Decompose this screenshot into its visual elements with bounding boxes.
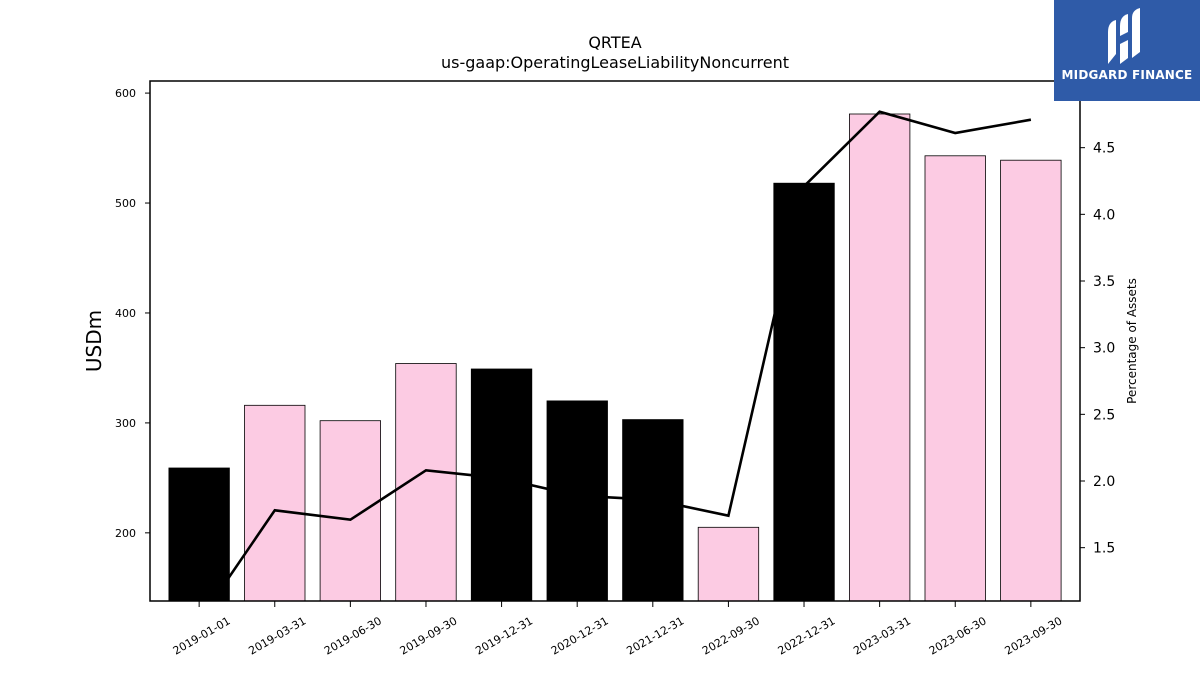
y-tick-label-300: 300 (115, 417, 136, 430)
bar-2022-09-30 (697, 526, 760, 602)
bar-2019-03-31 (244, 404, 306, 602)
x-tick-label-2022-09-30: 2022-09-30 (700, 614, 762, 657)
x-tick-label-2019-03-31: 2019-03-31 (246, 614, 308, 657)
midgard-logo-mark-icon (1108, 8, 1140, 64)
x-tick-label-2019-01-01: 2019-01-01 (171, 614, 233, 657)
bar-2021-12-31 (622, 419, 684, 602)
bar-2019-06-30 (319, 420, 382, 602)
y2-tick-label-4.5: 4.5 (1093, 141, 1115, 157)
x-tick-label-2023-09-30: 2023-09-30 (1003, 614, 1065, 657)
y-axis-right-label: Percentage of Assets (1125, 278, 1139, 404)
bar-2023-03-31 (849, 113, 911, 602)
chart-title: QRTEA (588, 33, 641, 52)
y2-tick-label-2.5: 2.5 (1093, 407, 1115, 423)
bar-2019-09-30 (395, 363, 457, 602)
x-tick-label-2023-06-30: 2023-06-30 (927, 614, 989, 657)
bar-2019-12-31 (470, 368, 533, 602)
x-tick-label-2019-09-30: 2019-09-30 (398, 614, 460, 657)
y2-tick-label-2: 2.0 (1093, 474, 1115, 490)
x-tick-label-2019-06-30: 2019-06-30 (322, 614, 384, 657)
y-axis-right: 1.5 2.0 2.5 3.0 3.5 4.0 4.5 (1080, 141, 1115, 557)
x-tick-label-2023-03-31: 2023-03-31 (851, 614, 913, 657)
y2-tick-label-3.5: 3.5 (1093, 274, 1115, 290)
y-axis-left-label: USDm (82, 310, 106, 372)
y-tick-label-500: 500 (115, 197, 136, 210)
bar-2023-06-30 (924, 155, 986, 602)
chart-subtitle: us-gaap:OperatingLeaseLiabilityNoncurren… (441, 53, 789, 72)
x-tick-label-2022-12-31: 2022-12-31 (776, 614, 838, 657)
y-tick-label-400: 400 (115, 307, 136, 320)
y-tick-label-600: 600 (115, 87, 136, 100)
x-axis: 2019-01-01 2019-03-31 2019-06-30 2019-09-30… (171, 601, 1065, 658)
plot-frame (149, 80, 1081, 602)
bar-2023-09-30 (1000, 159, 1062, 602)
y-axis-left: 200 300 400 500 600 (115, 87, 150, 540)
brand-logo: MIDGARD FINANCE (1054, 0, 1200, 101)
y2-tick-label-3: 3.0 (1093, 341, 1115, 357)
x-tick-label-2020-12-31: 2020-12-31 (549, 614, 611, 657)
y2-tick-label-1.5: 1.5 (1093, 541, 1115, 557)
x-tick-label-2021-12-31: 2021-12-31 (624, 614, 686, 657)
brand-logo-text: MIDGARD FINANCE (1061, 68, 1193, 82)
y2-tick-label-4: 4.0 (1093, 207, 1115, 223)
bar-2022-12-31 (773, 182, 835, 602)
y-tick-label-200: 200 (115, 527, 136, 540)
bar-2019-01-01 (168, 467, 230, 602)
pct-assets-series (211, 110, 1032, 601)
x-tick-label-2019-12-31: 2019-12-31 (473, 614, 535, 657)
bar-series (168, 113, 1062, 602)
pct-assets-line (211, 110, 1032, 601)
bar-2020-12-31 (546, 400, 608, 602)
